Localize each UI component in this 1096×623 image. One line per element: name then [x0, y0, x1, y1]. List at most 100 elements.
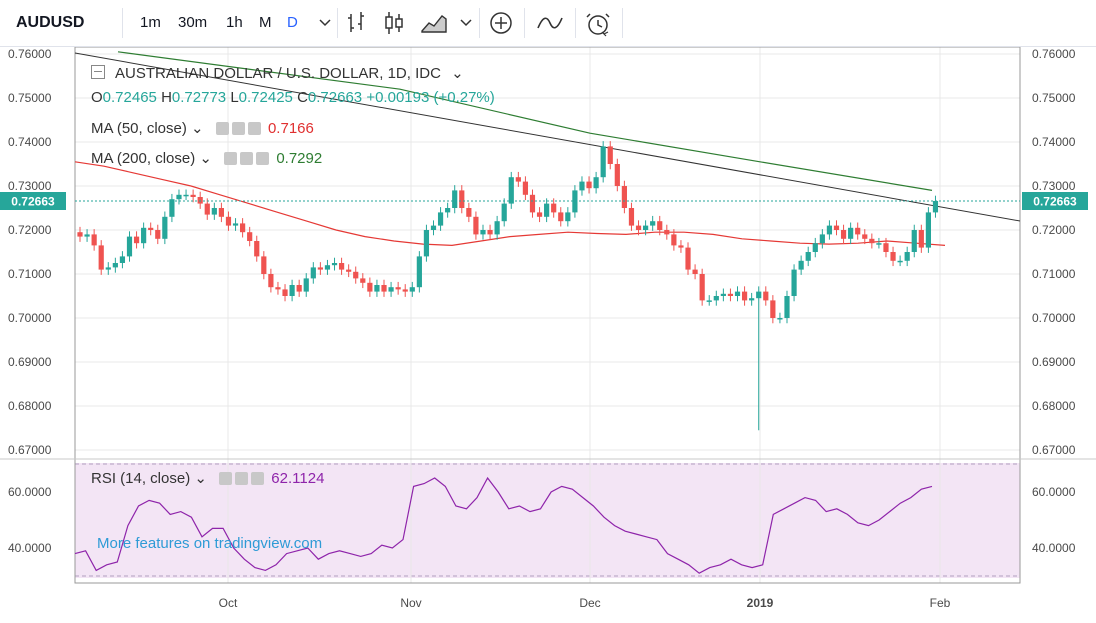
collapse-icon[interactable]: [91, 65, 105, 80]
candle-body: [763, 291, 769, 301]
eye-icon[interactable]: [219, 471, 233, 485]
candle-body: [784, 296, 790, 318]
chevron-down-icon[interactable]: [309, 0, 341, 46]
candle-body: [247, 232, 253, 241]
eye-icon[interactable]: [215, 121, 229, 135]
candle-body: [558, 212, 564, 222]
y-tick-label-right: 0.75000: [1032, 91, 1076, 105]
symbol-name[interactable]: AUDUSD: [16, 14, 85, 31]
candle-body: [918, 230, 924, 248]
candle-body: [727, 293, 734, 296]
open-label: O: [91, 89, 103, 106]
candle-body: [798, 260, 804, 270]
bars-icon[interactable]: [341, 0, 373, 46]
gear-icon[interactable]: [240, 151, 254, 165]
compare-icon[interactable]: [534, 0, 566, 46]
candle-body: [105, 267, 111, 270]
chevron-down-icon[interactable]: ⌄: [199, 150, 212, 167]
watermark[interactable]: More features on tradingview.com: [97, 535, 323, 552]
candle-body: [551, 203, 557, 213]
close-icon[interactable]: [256, 151, 270, 165]
rsi-tick-label-right: 40.0000: [1032, 541, 1076, 555]
candle-body: [770, 300, 776, 318]
left-price-tag: [0, 192, 66, 210]
candle-body: [275, 287, 281, 290]
left-price-tag-text: 0.72663: [11, 195, 55, 209]
toolbar-divider: [524, 8, 525, 38]
y-tick-label-right: 0.72000: [1032, 223, 1076, 237]
y-tick-label-left: 0.68000: [8, 399, 52, 413]
y-tick-label-right: 0.70000: [1032, 311, 1076, 325]
rsi-tick-label-right: 60.0000: [1032, 485, 1076, 499]
candle-body: [162, 216, 168, 239]
gear-icon[interactable]: [235, 471, 249, 485]
y-tick-label-right: 0.71000: [1032, 267, 1076, 281]
y-tick-label-left: 0.75000: [8, 91, 52, 105]
gear-icon[interactable]: [231, 121, 245, 135]
y-tick-label-right: 0.69000: [1032, 355, 1076, 369]
candle-body: [734, 291, 741, 296]
candle-body: [487, 230, 493, 235]
area-icon[interactable]: [418, 0, 450, 46]
candle-body: [430, 225, 437, 230]
chevron-down-icon[interactable]: ⌄: [451, 65, 464, 82]
chevron-down-icon[interactable]: ⌄: [191, 120, 204, 137]
eye-icon[interactable]: [224, 151, 238, 165]
candle-body: [614, 164, 620, 186]
candle-body: [904, 252, 910, 261]
candle-body: [77, 232, 83, 237]
interval-d[interactable]: D: [287, 14, 298, 31]
candle-body: [254, 241, 260, 257]
candle-body: [381, 285, 387, 292]
close-value: 0.72663: [307, 89, 363, 106]
candle-body: [501, 203, 507, 222]
candle-body: [310, 267, 316, 279]
low-value: 0.72425: [238, 89, 293, 106]
close-label: C: [297, 89, 308, 106]
close-icon[interactable]: [247, 121, 261, 135]
alert-clock-icon[interactable]: [582, 0, 614, 46]
candle-body: [883, 243, 889, 252]
toolbar-divider: [122, 8, 123, 38]
top-toolbar: AUDUSD 1m 30m 1h M D: [0, 0, 1096, 47]
toolbar-divider: [622, 8, 623, 38]
high-label: H: [161, 89, 172, 106]
candle-body: [395, 287, 401, 290]
toolbar-divider: [479, 8, 480, 38]
open-value: 0.72465: [102, 89, 157, 106]
candle-body: [911, 230, 917, 252]
chart-canvas[interactable]: 0.76000 0.75000 0.74000 0.73000 0.72000 0.710…: [0, 47, 1096, 623]
candle-body: [240, 223, 246, 233]
chevron-down-icon[interactable]: [450, 0, 482, 46]
candle-body: [706, 300, 712, 302]
candle-body: [635, 225, 642, 230]
ma50-value: 0.7166: [267, 120, 314, 137]
candle-body: [218, 208, 224, 217]
interval-1h[interactable]: 1h: [226, 14, 243, 31]
candle-body: [225, 216, 232, 226]
trend-line[interactable]: [74, 52, 1021, 222]
legend-title-row: AUSTRALIAN DOLLAR / U.S. DOLLAR, 1D, IDC…: [91, 64, 464, 82]
candles-icon[interactable]: [378, 0, 410, 46]
close-icon[interactable]: [251, 471, 265, 485]
rsi-line: [74, 476, 933, 574]
candle-body: [699, 274, 705, 301]
ohlc-row: O0.72465 H0.72773 L0.72425 C0.72663 +0.0…: [91, 89, 495, 106]
interval-1m[interactable]: 1m: [140, 14, 161, 31]
chevron-down-icon[interactable]: ⌄: [194, 470, 207, 487]
candle-body: [190, 194, 196, 197]
interval-30m[interactable]: 30m: [178, 14, 208, 31]
candle-body: [671, 234, 677, 246]
candle-body: [374, 285, 380, 292]
x-tick-label: Dec: [579, 596, 600, 610]
interval-m[interactable]: M: [259, 14, 272, 31]
rsi-band: [75, 463, 1020, 578]
candle-body: [897, 260, 903, 263]
candle-body: [508, 177, 514, 204]
candle-body: [317, 267, 323, 270]
candle-body: [685, 247, 691, 270]
candle-body: [579, 181, 585, 191]
candle-body: [756, 291, 762, 299]
add-indicator-icon[interactable]: [485, 0, 517, 46]
candle-body: [141, 227, 147, 244]
